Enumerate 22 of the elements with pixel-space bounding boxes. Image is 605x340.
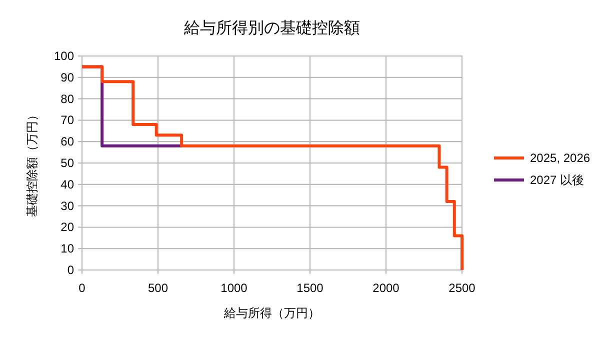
y-tick-label: 100 [54, 49, 74, 63]
y-tick-label: 80 [60, 92, 74, 106]
chart-title: 給与所得別の基礎控除額 [183, 19, 360, 37]
x-tick-label: 0 [78, 281, 86, 295]
x-tick-label: 2000 [372, 281, 400, 295]
y-tick-label: 50 [60, 156, 74, 170]
y-tick-label: 10 [60, 242, 74, 256]
y-tick-label: 30 [60, 198, 74, 213]
x-tick-label: 1000 [220, 281, 248, 295]
y-tick-label: 90 [60, 70, 74, 84]
legend-label: 2025, 2026 [530, 151, 590, 165]
y-tick-label: 40 [60, 177, 74, 192]
x-tick-label: 500 [148, 281, 168, 295]
x-tick-label: 2500 [448, 281, 476, 295]
y-tick-label: 20 [60, 220, 74, 234]
legend-label: 2027 以後 [530, 173, 584, 187]
y-tick-label: 0 [67, 263, 74, 277]
y-tick-label: 70 [60, 113, 74, 128]
x-axis-title: 給与所得（万円） [223, 306, 320, 320]
x-tick-label: 1500 [296, 281, 324, 295]
y-tick-label: 60 [60, 134, 74, 149]
y-axis-title: 基礎控除額（万円） [25, 109, 39, 217]
